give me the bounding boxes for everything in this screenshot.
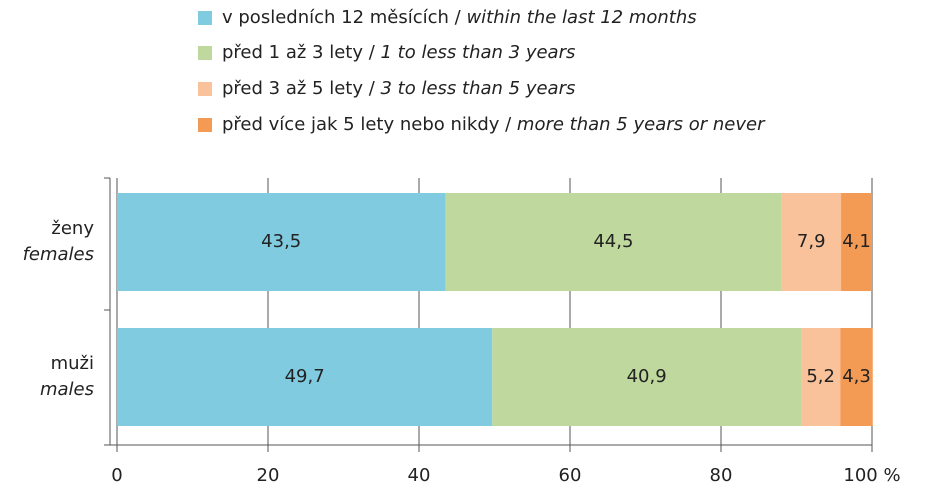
category-label: ženy xyxy=(51,218,94,239)
bar-segment xyxy=(117,328,493,426)
legend-label: před více jak 5 lety nebo nikdy / more t… xyxy=(222,114,766,135)
value-label: 4,1 xyxy=(842,231,871,252)
x-tick-label: 0 xyxy=(111,465,122,486)
bar-segment xyxy=(117,193,446,291)
value-label: 43,5 xyxy=(261,231,301,252)
x-tick-label: 80 xyxy=(710,465,733,486)
category-label: males xyxy=(40,379,94,400)
category-label: muži xyxy=(51,353,94,374)
legend-swatch xyxy=(198,82,212,96)
x-tick-label: 100 % xyxy=(843,465,900,486)
value-label: 4,3 xyxy=(842,366,871,387)
bar-segment xyxy=(445,193,782,291)
value-label: 44,5 xyxy=(593,231,633,252)
value-label: 5,2 xyxy=(806,366,835,387)
bar-segment xyxy=(781,193,842,291)
legend-label: v posledních 12 měsících / within the la… xyxy=(222,7,697,28)
x-tick-label: 40 xyxy=(408,465,431,486)
x-tick-label: 60 xyxy=(559,465,582,486)
category-label: females xyxy=(23,244,94,265)
bar-segment xyxy=(841,193,872,291)
value-label: 49,7 xyxy=(285,366,325,387)
x-tick-label: 20 xyxy=(257,465,280,486)
bar-segment xyxy=(840,328,873,426)
legend-swatch xyxy=(198,11,212,25)
legend-swatch xyxy=(198,46,212,60)
bar-segment xyxy=(492,328,802,426)
value-label: 40,9 xyxy=(627,366,667,387)
legend-label: před 3 až 5 lety / 3 to less than 5 year… xyxy=(222,78,575,99)
legend-swatch xyxy=(198,118,212,132)
legend-label: před 1 až 3 lety / 1 to less than 3 year… xyxy=(222,42,575,63)
value-label: 7,9 xyxy=(797,231,826,252)
bar-segment xyxy=(801,328,841,426)
